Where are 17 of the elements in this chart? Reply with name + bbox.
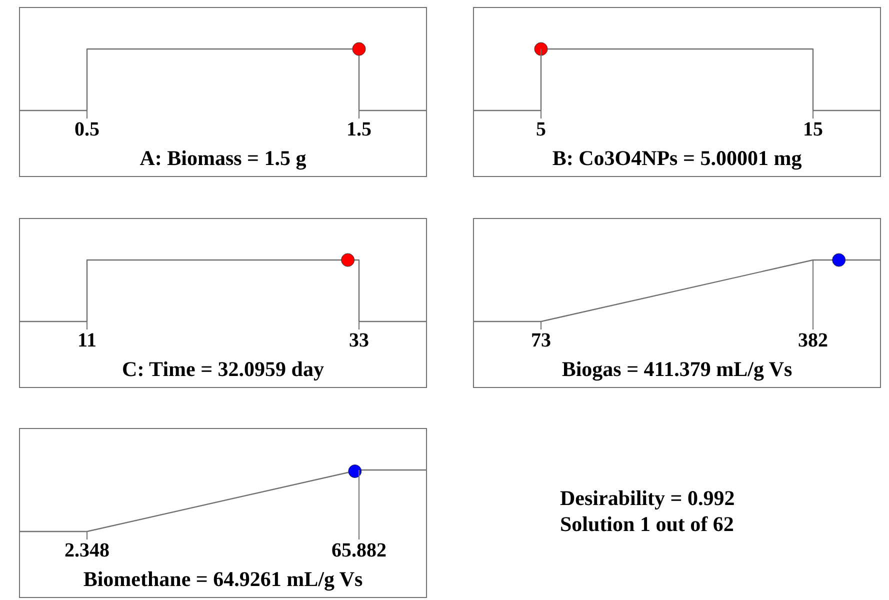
x-tick-label: 33 bbox=[349, 330, 369, 352]
x-axis-title: A: Biomass = 1.5 g bbox=[140, 146, 307, 170]
x-axis-title: Biogas = 411.379 mL/g Vs bbox=[562, 356, 792, 381]
text: Desirability = 0.992 bbox=[560, 485, 735, 511]
text: Solution 1 out of 62 bbox=[560, 511, 735, 537]
x-axis-title: B: Co3O4NPs = 5.00001 mg bbox=[552, 146, 802, 170]
x-tick-label: 2.348 bbox=[64, 540, 110, 562]
x-tick-label: 0.5 bbox=[74, 118, 100, 141]
x-tick-label: 11 bbox=[78, 330, 96, 352]
x-tick-label: 5 bbox=[536, 118, 546, 141]
x-axis-title: Biomethane = 64.9261 mL/g Vs bbox=[83, 566, 363, 591]
x-tick-label: 382 bbox=[798, 330, 828, 352]
x-tick-label: 1.5 bbox=[346, 118, 372, 141]
x-tick-label: 15 bbox=[803, 118, 823, 141]
x-axis-title: C: Time = 32.0959 day bbox=[122, 356, 324, 381]
x-tick-label: 73 bbox=[531, 330, 551, 352]
x-tick-label: 65.882 bbox=[332, 540, 386, 562]
